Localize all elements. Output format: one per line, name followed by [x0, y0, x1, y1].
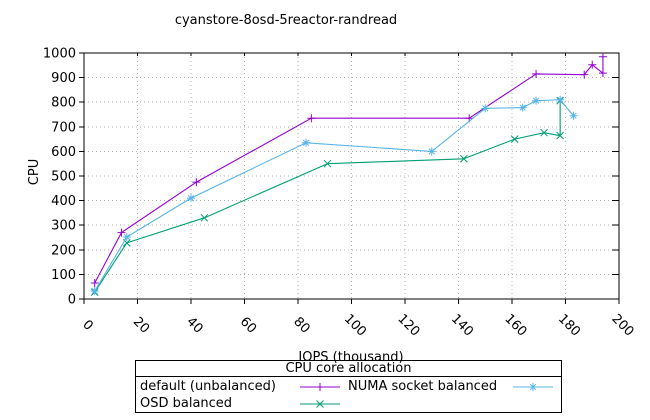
x-tick-label: 140 [448, 311, 476, 339]
legend-marker-default-unbalanced-icon [300, 383, 340, 391]
legend-marker-osd-balanced-icon [300, 400, 340, 408]
series-line [94, 99, 574, 292]
series-line [94, 56, 604, 284]
y-tick-label: 100 [51, 268, 76, 283]
data-point-marker [518, 103, 527, 112]
data-point-marker [540, 128, 548, 137]
data-point-marker [323, 159, 332, 168]
x-tick-label: 0 [79, 317, 95, 333]
y-tick-label: 500 [51, 170, 76, 185]
data-point-marker [481, 104, 490, 113]
data-point-marker [510, 135, 519, 143]
data-point-marker [569, 111, 578, 120]
y-tick-label: 200 [51, 243, 76, 258]
data-point-marker [192, 178, 201, 187]
y-tick-label: 800 [51, 96, 76, 111]
data-point-marker [532, 96, 541, 105]
data-point-marker [200, 213, 209, 222]
x-tick-label: 80 [290, 314, 312, 336]
legend-title: CPU core allocation [136, 361, 561, 377]
data-point-marker [427, 147, 436, 156]
series-line [94, 100, 561, 293]
data-point-marker [307, 114, 316, 123]
data-point-marker [588, 60, 597, 69]
data-point-marker [117, 228, 126, 237]
y-tick-label: 0 [68, 293, 76, 308]
y-tick-label: 400 [51, 194, 76, 209]
y-tick-label: 300 [51, 219, 76, 234]
data-point-marker [90, 279, 99, 288]
x-tick-label: 180 [555, 311, 583, 339]
x-tick-label: 60 [237, 314, 259, 336]
legend-marker-numa-socket-balanced-icon [513, 383, 553, 391]
y-tick-label: 700 [51, 120, 76, 135]
data-point-marker [122, 233, 131, 242]
x-tick-label: 120 [394, 311, 422, 339]
y-tick-label: 1000 [43, 47, 76, 62]
data-point-marker [598, 52, 607, 61]
data-point-marker [187, 194, 195, 203]
x-axis-label: IOPS (thousand) [298, 350, 404, 365]
legend-box: CPU core allocation default (unbalanced)… [135, 360, 562, 413]
x-tick-label: 40 [183, 314, 205, 336]
x-tick-label: 160 [501, 311, 529, 339]
data-point-marker [556, 131, 565, 140]
legend-label-numa-socket-balanced: NUMA socket balanced [348, 379, 498, 394]
data-point-marker [459, 154, 468, 163]
legend-label-osd-balanced: OSD balanced [140, 396, 233, 411]
legend-label-default-unbalanced: default (unbalanced) [140, 379, 276, 394]
chart-title: cyanstore-8osd-5reactor-randread [174, 13, 398, 28]
data-point-marker [580, 70, 589, 79]
x-tick-label: 100 [341, 311, 369, 339]
data-point-marker [90, 287, 99, 296]
data-point-marker [556, 95, 565, 104]
x-tick-label: 200 [608, 311, 636, 339]
data-point-marker [302, 138, 311, 147]
y-tick-label: 600 [51, 145, 76, 160]
data-point-marker [532, 69, 541, 78]
y-tick-label: 900 [51, 71, 76, 86]
data-point-marker [598, 69, 607, 78]
x-tick-label: 20 [130, 314, 152, 336]
